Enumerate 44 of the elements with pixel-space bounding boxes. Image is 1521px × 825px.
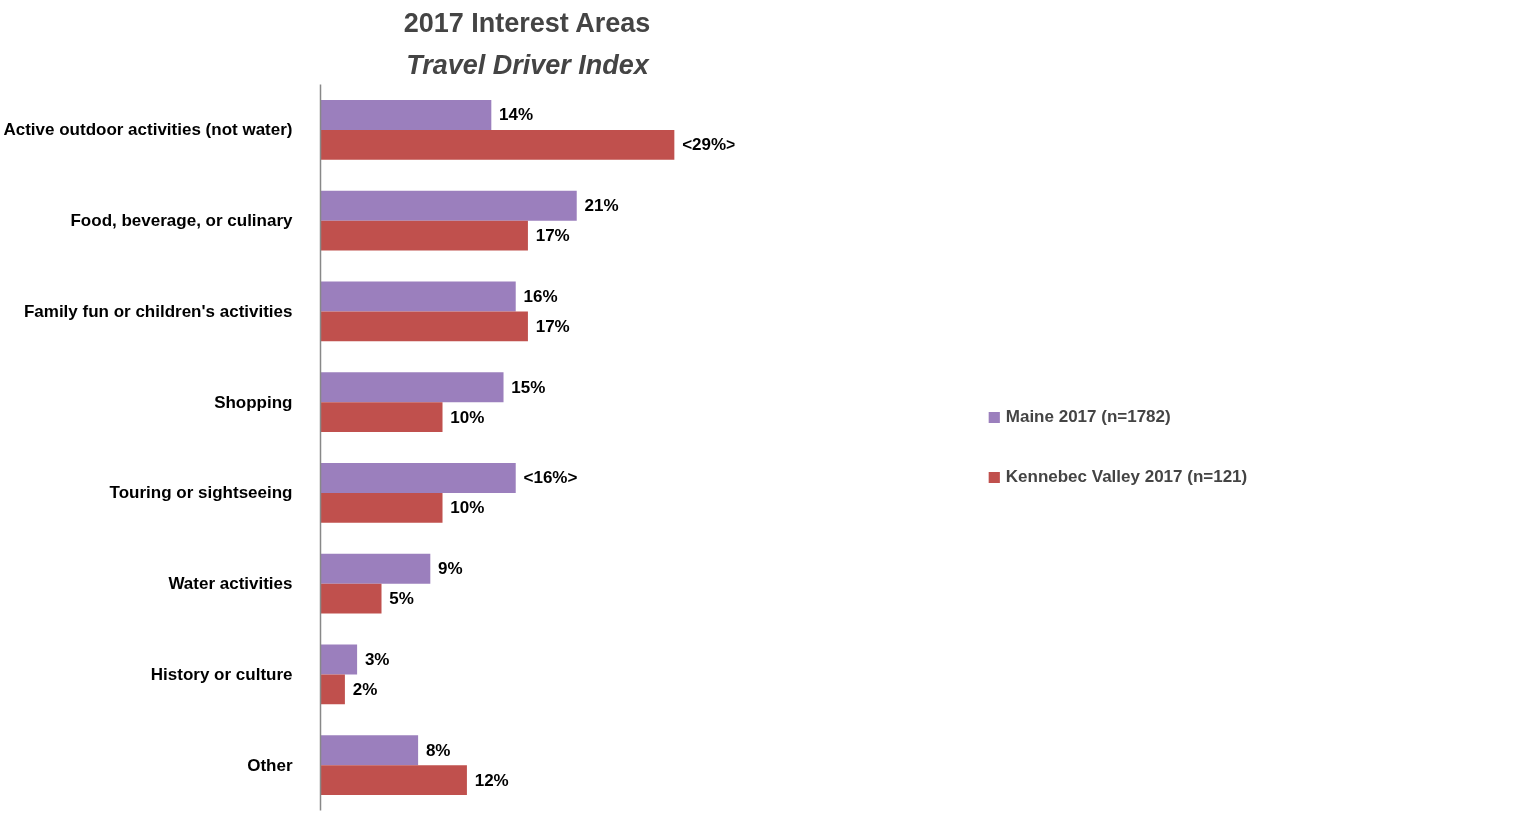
bar	[320, 492, 443, 523]
bar	[320, 372, 504, 403]
bar	[320, 583, 382, 614]
data-label: <16%>	[523, 468, 578, 488]
bar	[320, 462, 516, 493]
data-label: 17%	[535, 226, 570, 246]
y-tick-label: Water activities	[168, 574, 293, 594]
data-label: 2%	[352, 679, 378, 699]
bar	[320, 644, 358, 675]
bar	[320, 311, 528, 342]
bar	[320, 281, 516, 312]
y-tick-label: Touring or sightseeing	[109, 483, 293, 503]
data-label: 16%	[523, 286, 558, 306]
bar	[320, 402, 443, 433]
data-label: <29%>	[682, 135, 737, 155]
y-tick-label: Food, beverage, or culinary	[70, 211, 294, 231]
legend-label: Maine 2017 (n=1782)	[1005, 407, 1171, 427]
data-label: 9%	[438, 559, 463, 579]
bar	[320, 735, 419, 766]
chart-title: 2017 Interest Areas	[403, 7, 651, 38]
y-tick-label: Other	[247, 755, 293, 775]
bar	[320, 99, 492, 130]
y-tick-label: Shopping	[214, 392, 293, 412]
data-label: 8%	[425, 740, 451, 760]
data-label: 12%	[474, 770, 509, 790]
data-label: 5%	[389, 589, 414, 609]
legend-label: Kennebec Valley 2017 (n=121)	[1005, 467, 1248, 487]
data-label: 14%	[499, 105, 534, 125]
y-tick-label: History or culture	[150, 664, 293, 684]
bar	[320, 765, 467, 796]
bar	[320, 220, 528, 251]
bar	[320, 129, 675, 160]
data-label: 21%	[584, 196, 619, 216]
data-label: 10%	[450, 407, 485, 427]
y-tick-label: Family fun or children's activities	[23, 301, 293, 321]
data-label: 15%	[511, 377, 546, 397]
bar	[320, 674, 345, 705]
bar	[320, 190, 577, 221]
data-label: 17%	[535, 316, 570, 336]
data-label: 3%	[364, 649, 390, 669]
bar	[320, 553, 431, 584]
data-label: 10%	[450, 498, 485, 518]
y-tick-label: Active outdoor activities (not water)	[3, 120, 293, 140]
chart-subtitle: Travel Driver Index	[406, 49, 650, 80]
